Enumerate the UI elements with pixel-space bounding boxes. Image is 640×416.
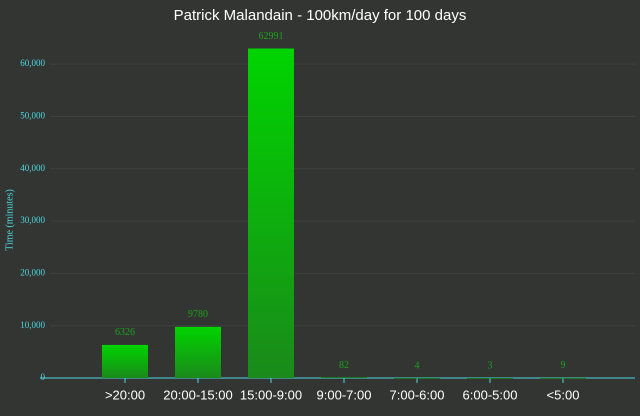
y-tick-label: 40,000 [20, 163, 45, 173]
y-axis-title: Time (minutes) [4, 189, 15, 251]
value-label: 3 [488, 360, 493, 371]
x-tick-label: 15:00-9:00 [240, 387, 302, 402]
value-label: 9780 [188, 309, 208, 320]
x-tick-label: >20:00 [105, 387, 145, 402]
bar [102, 344, 148, 378]
y-tick-label: 30,000 [20, 215, 45, 225]
chart-title: Patrick Malandain - 100km/day for 100 da… [174, 7, 467, 24]
value-label: 9 [561, 360, 566, 371]
y-tick-label: 10,000 [20, 320, 45, 330]
value-label: 6326 [115, 327, 135, 338]
bar [540, 377, 586, 379]
value-label: 82 [339, 360, 349, 371]
bar [321, 377, 367, 379]
bar [175, 326, 221, 378]
x-tick-label: 7:00-6:00 [390, 387, 445, 402]
x-tick-label: <5:00 [547, 387, 580, 402]
x-tick-label: 6:00-5:00 [463, 387, 518, 402]
x-tick-label: 9:00-7:00 [317, 387, 372, 402]
x-tick-label: 20:00-15:00 [163, 387, 232, 402]
value-label: 62991 [259, 31, 284, 42]
y-tick-label: 60,000 [20, 58, 45, 68]
bar [467, 377, 513, 379]
bar [248, 48, 294, 379]
y-tick-label: 50,000 [20, 111, 45, 121]
bar [394, 377, 440, 379]
y-tick-label: 0 [41, 372, 46, 382]
value-label: 4 [415, 360, 420, 371]
y-tick-label: 20,000 [20, 267, 45, 277]
